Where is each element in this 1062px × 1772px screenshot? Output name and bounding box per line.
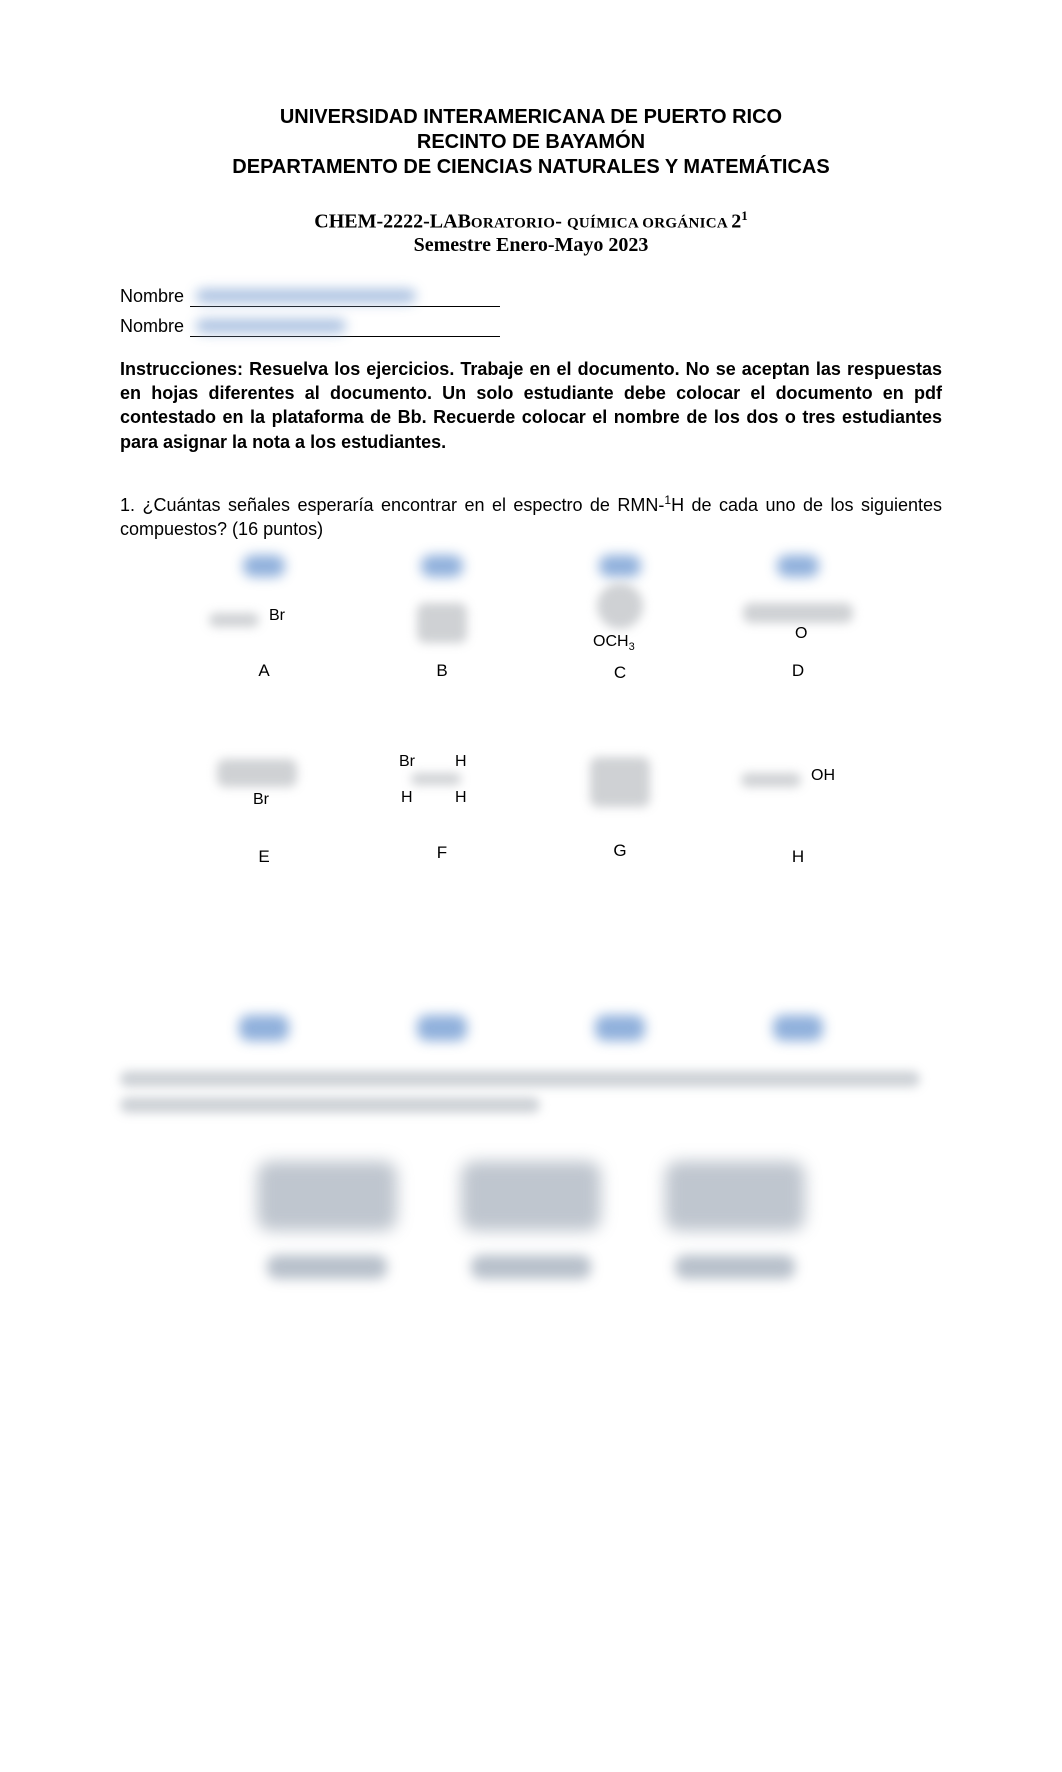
q2-compound-2	[444, 1161, 618, 1279]
answer-G	[595, 1015, 645, 1041]
answer-F	[417, 1015, 467, 1041]
compound-label-E: E	[258, 847, 269, 867]
compounds-grid: Br A B OCH3 C O	[120, 555, 942, 905]
label-OCH3-C: OCH3	[593, 633, 635, 653]
structure-C: OCH3	[555, 579, 685, 657]
q2-label-1	[267, 1255, 387, 1279]
structure-A: Br	[199, 585, 329, 655]
structure-H: OH	[733, 751, 863, 821]
course-superscript: 1	[741, 208, 748, 223]
course-smallcaps-2: QUÍMICA ORGÁNICA	[567, 216, 731, 232]
q2-compound-1	[240, 1161, 414, 1279]
label-Br-E: Br	[253, 791, 269, 809]
instructions-text: Instrucciones: Resuelva los ejercicios. …	[120, 357, 942, 454]
label-Br-F: Br	[399, 753, 415, 771]
label-H3-F: H	[455, 789, 467, 807]
compound-label-C: C	[614, 663, 626, 683]
structure-B	[377, 585, 507, 655]
answers-row-2	[120, 1015, 942, 1041]
question-2-structures	[120, 1161, 942, 1279]
course-smallcaps-1: ORATORIO	[471, 216, 555, 232]
structure-G	[555, 751, 685, 821]
compound-label-H: H	[792, 847, 804, 867]
question-1: 1. ¿Cuántas señales esperaría encontrar …	[120, 492, 942, 542]
q2-label-2	[471, 1255, 591, 1279]
structure-F: Br H H H	[377, 751, 507, 831]
semester: Semestre Enero-Mayo 2023	[120, 234, 942, 257]
name-row-2: Nombre	[120, 315, 942, 337]
label-OH-H: OH	[811, 767, 835, 785]
answer-E	[239, 1015, 289, 1041]
structure-D: O	[733, 585, 863, 655]
q2-structure-2	[461, 1161, 601, 1231]
compound-C: OCH3 C	[546, 555, 694, 725]
label-O-D: O	[795, 625, 807, 643]
answer-D	[777, 555, 819, 577]
label-Br-A: Br	[269, 607, 285, 625]
structure-E: Br	[199, 751, 329, 821]
label-H2-F: H	[401, 789, 413, 807]
document-header: UNIVERSIDAD INTERAMERICANA DE PUERTO RIC…	[120, 105, 942, 180]
course-code: CHEM-2222-LAB	[314, 211, 471, 233]
name-row-1: Nombre	[120, 285, 942, 307]
compound-E: Br E	[190, 735, 338, 905]
name-label-1: Nombre	[120, 286, 184, 307]
question-2-text	[120, 1071, 942, 1115]
answer-C	[599, 555, 641, 577]
campus-name: RECINTO DE BAYAMÓN	[120, 130, 942, 155]
compound-A: Br A	[190, 555, 338, 725]
compound-B: B	[368, 555, 516, 725]
q2-label-3	[675, 1255, 795, 1279]
compound-label-F: F	[437, 843, 447, 863]
answer-B	[421, 555, 463, 577]
answer-H	[773, 1015, 823, 1041]
compound-label-A: A	[258, 661, 269, 681]
department-name: DEPARTAMENTO DE CIENCIAS NATURALES Y MAT…	[120, 155, 942, 180]
compound-F: Br H H H F	[368, 735, 516, 905]
name-label-2: Nombre	[120, 316, 184, 337]
q2-structure-1	[257, 1161, 397, 1231]
university-name: UNIVERSIDAD INTERAMERICANA DE PUERTO RIC…	[120, 105, 942, 130]
compound-label-G: G	[613, 841, 626, 861]
label-H1-F: H	[455, 753, 467, 771]
compound-label-D: D	[792, 661, 804, 681]
compound-G: G	[546, 735, 694, 905]
compound-D: O D	[724, 555, 872, 725]
q2-compound-3	[648, 1161, 822, 1279]
name-field-2	[190, 315, 500, 337]
compound-label-B: B	[436, 661, 447, 681]
answer-A	[243, 555, 285, 577]
q2-structure-3	[665, 1161, 805, 1231]
name-field-1	[190, 285, 500, 307]
compound-H: OH H	[724, 735, 872, 905]
course-title: CHEM-2222-LABORATORIO- QUÍMICA ORGÁNICA …	[120, 208, 942, 234]
